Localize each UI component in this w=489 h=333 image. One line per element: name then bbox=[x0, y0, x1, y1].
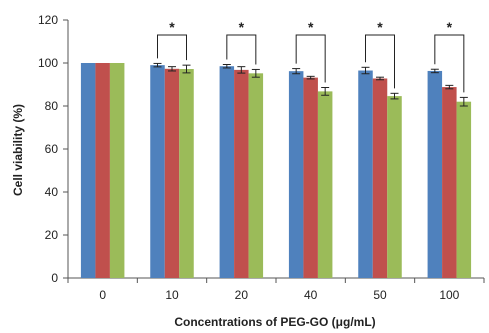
significance-star: * bbox=[377, 19, 383, 35]
y-tick-label: 80 bbox=[45, 99, 59, 113]
bar bbox=[427, 70, 443, 278]
y-tick-label: 20 bbox=[45, 228, 59, 242]
y-tick-label: 120 bbox=[38, 13, 58, 27]
x-tick-label: 0 bbox=[99, 288, 106, 302]
x-tick-label: 20 bbox=[235, 288, 249, 302]
y-axis-title: Cell viability (%) bbox=[11, 104, 25, 196]
bar bbox=[164, 68, 180, 279]
y-tick-label: 0 bbox=[51, 271, 58, 285]
y-axis: 0 20 40 60 80 100 120 bbox=[38, 13, 69, 285]
y-tick-label: 100 bbox=[38, 56, 58, 70]
bar bbox=[150, 65, 165, 279]
x-tick-label: 10 bbox=[165, 288, 179, 302]
bar bbox=[358, 70, 373, 279]
x-tick-label: 50 bbox=[373, 288, 387, 302]
bar bbox=[303, 77, 318, 279]
x-tick-label: 100 bbox=[439, 288, 459, 302]
x-axis: 0 10 20 40 50 100 bbox=[67, 277, 485, 302]
bar bbox=[179, 69, 194, 279]
bar bbox=[288, 71, 304, 278]
bar bbox=[372, 78, 388, 278]
significance-star: * bbox=[447, 19, 453, 35]
significance-brackets: * * * * * bbox=[157, 19, 465, 93]
y-tick-label: 60 bbox=[45, 142, 59, 156]
significance-star: * bbox=[308, 19, 314, 35]
bar bbox=[442, 87, 457, 278]
significance-bracket bbox=[226, 34, 257, 65]
significance-bracket bbox=[365, 34, 395, 89]
y-tick-label: 40 bbox=[45, 185, 59, 199]
significance-bracket bbox=[295, 34, 326, 83]
bar bbox=[80, 63, 96, 278]
significance-star: * bbox=[239, 19, 245, 35]
x-tick-label: 40 bbox=[304, 288, 318, 302]
bar-groups bbox=[80, 62, 472, 279]
bar bbox=[317, 91, 333, 278]
bar bbox=[109, 63, 125, 278]
x-axis-title: Concentrations of PEG-GO (μg/mL) bbox=[174, 315, 375, 329]
significance-bracket bbox=[157, 34, 187, 61]
significance-star: * bbox=[169, 19, 175, 35]
bar bbox=[219, 66, 235, 278]
bar bbox=[387, 96, 402, 278]
bar bbox=[248, 73, 264, 278]
bar bbox=[234, 69, 249, 278]
bar bbox=[456, 101, 472, 278]
bar bbox=[95, 63, 110, 278]
significance-bracket bbox=[434, 34, 465, 93]
